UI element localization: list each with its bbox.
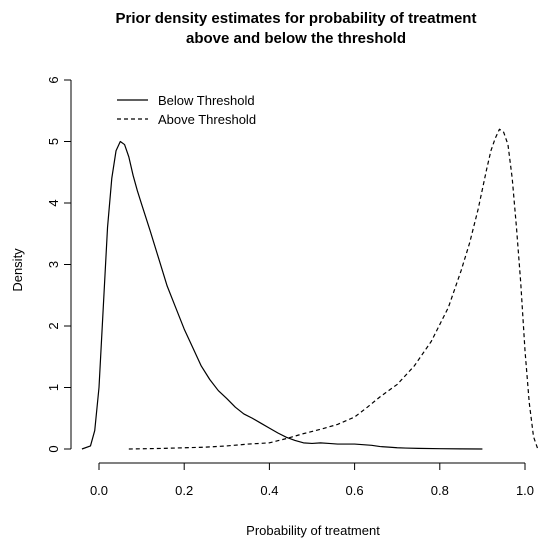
y-tick-label: 1 — [46, 384, 61, 391]
y-tick-label: 5 — [46, 138, 61, 145]
x-tick-label: 1.0 — [516, 483, 534, 498]
series-line-above-threshold — [128, 128, 539, 450]
legend-label-below: Below Threshold — [158, 93, 255, 108]
y-tick-label: 6 — [46, 76, 61, 83]
y-axis-label: Density — [10, 248, 25, 292]
x-tick-label: 0.8 — [431, 483, 449, 498]
y-tick-label: 3 — [46, 261, 61, 268]
legend: Below Threshold Above Threshold — [117, 93, 256, 127]
chart-title-line1: Prior density estimates for probability … — [116, 10, 477, 27]
y-tick-label: 2 — [46, 322, 61, 329]
y-tick-label: 4 — [46, 199, 61, 206]
x-tick-label: 0.2 — [175, 483, 193, 498]
axes: 0.0 0.2 0.4 0.6 0.8 1.0 0 1 2 3 4 5 6 — [46, 76, 534, 498]
x-axis-label: Probability of treatment — [246, 523, 380, 538]
x-tick-label: 0.6 — [346, 483, 364, 498]
x-tick-label: 0.4 — [260, 483, 278, 498]
x-tick-label: 0.0 — [90, 483, 108, 498]
legend-label-above: Above Threshold — [158, 112, 256, 127]
y-tick-label: 0 — [46, 445, 61, 452]
chart-title-line2: above and below the threshold — [186, 30, 406, 47]
series-layer — [81, 128, 539, 450]
series-line-below-threshold — [81, 140, 483, 450]
